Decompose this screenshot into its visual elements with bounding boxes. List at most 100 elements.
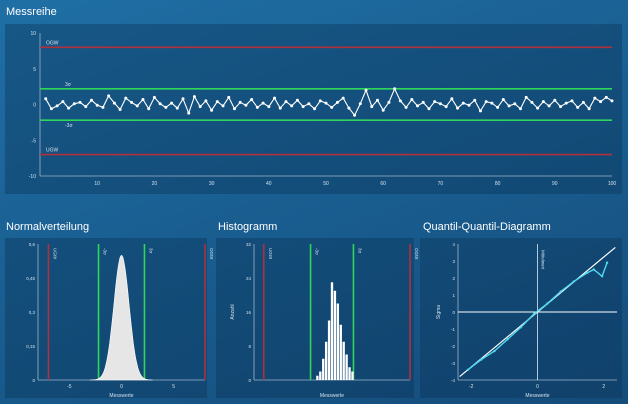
messreihe-data-point xyxy=(210,108,214,112)
messreihe-data-point xyxy=(72,102,76,106)
messreihe-data-point xyxy=(164,105,168,109)
reference-label: UGW xyxy=(268,248,273,260)
messreihe-data-point xyxy=(107,94,111,98)
hist-bar xyxy=(339,324,342,380)
messreihe-data-point xyxy=(433,100,437,104)
hist-y-tick-label: 16 xyxy=(246,310,252,315)
hist-y-axis-label: Anzahl xyxy=(230,304,236,319)
hist-bar xyxy=(336,303,340,380)
messreihe-data-point xyxy=(427,107,431,111)
messreihe-data-point xyxy=(101,105,105,109)
qq-y-tick-label: -2 xyxy=(451,344,455,349)
messreihe-data-point xyxy=(530,100,534,104)
messreihe-data-point xyxy=(353,113,357,117)
messreihe-data-point xyxy=(330,105,334,109)
messreihe-x-tick-label: 100 xyxy=(608,181,617,187)
messreihe-data-point xyxy=(192,95,196,99)
hist-y-tick-label: 0 xyxy=(248,378,251,383)
messreihe-data-point xyxy=(524,95,528,99)
messreihe-data-point xyxy=(89,98,93,102)
messreihe-data-point xyxy=(278,106,282,110)
messreihe-data-point xyxy=(501,97,505,101)
messreihe-data-point xyxy=(152,95,156,99)
messreihe-data-point xyxy=(358,102,362,106)
hist-bar xyxy=(351,371,354,380)
messreihe-data-point xyxy=(410,97,414,101)
reference-label: OGW xyxy=(209,248,214,260)
messreihe-data-point xyxy=(610,99,614,103)
messreihe-data-point xyxy=(67,106,71,110)
messreihe-series-line xyxy=(45,87,613,117)
qq-y-tick-label: 0 xyxy=(452,310,455,315)
reference-label: 3σ xyxy=(357,248,362,254)
messreihe-data-point xyxy=(238,100,242,104)
messreihe-data-point xyxy=(215,100,219,104)
messreihe-data-point xyxy=(393,87,397,91)
messreihe-data-point xyxy=(604,95,608,99)
messreihe-data-point xyxy=(273,96,277,100)
normal-x-tick-label: 5 xyxy=(172,384,175,390)
messreihe-data-point xyxy=(570,99,574,103)
normal-x-tick-label: -5 xyxy=(67,384,72,390)
messreihe-data-point xyxy=(364,88,368,92)
messreihe-data-point xyxy=(232,107,236,111)
qq-mean-label: Mittelwert xyxy=(541,250,546,270)
messreihe-data-point xyxy=(187,111,191,115)
messreihe-data-point xyxy=(581,100,585,104)
messreihe-x-tick-label: 90 xyxy=(552,181,558,187)
messreihe-data-point xyxy=(78,100,82,104)
messreihe-data-point xyxy=(559,105,563,109)
messreihe-data-point xyxy=(599,100,603,104)
messreihe-y-tick-label: -5 xyxy=(32,138,37,144)
messreihe-data-point xyxy=(118,108,122,112)
messreihe-data-point xyxy=(324,101,328,105)
messreihe-data-point xyxy=(181,97,185,101)
messreihe-data-point xyxy=(421,100,425,104)
hist-bar xyxy=(348,367,351,380)
messreihe-x-tick-label: 70 xyxy=(438,181,444,187)
messreihe-data-point xyxy=(593,96,597,100)
messreihe-data-point xyxy=(175,106,179,110)
qq-data-point xyxy=(506,338,509,341)
qq-data-point xyxy=(493,349,496,353)
messreihe-data-point xyxy=(170,101,174,105)
messreihe-reference-label: OGW xyxy=(46,40,59,46)
qq-data-point xyxy=(600,275,604,278)
normal-x-axis-label: Messwerte xyxy=(109,393,133,399)
messreihe-data-point xyxy=(404,105,408,109)
qq-data-point xyxy=(466,368,470,371)
messreihe-data-point xyxy=(198,105,202,109)
qq-y-tick-label: 2 xyxy=(452,276,455,281)
reference-label: OGW xyxy=(414,248,419,260)
qq-y-tick-label: 3 xyxy=(452,259,455,264)
messreihe-reference-label: 3σ xyxy=(65,82,72,88)
messreihe-data-point xyxy=(387,100,391,104)
messreihe-data-point xyxy=(467,103,471,107)
messreihe-y-tick-label: -10 xyxy=(29,174,36,180)
normal-y-tick-label: 0 xyxy=(32,378,35,383)
messreihe-data-point xyxy=(244,103,248,107)
messreihe-data-point xyxy=(444,105,448,109)
normal-y-tick-label: 0,45 xyxy=(26,276,35,281)
normalverteilung-title: Normalverteilung xyxy=(6,221,90,233)
normal-x-tick-label: 0 xyxy=(120,384,123,390)
messreihe-data-point xyxy=(541,100,545,104)
messreihe-data-point xyxy=(473,98,477,102)
messreihe-reference-label: -3σ xyxy=(65,123,73,129)
messreihe-data-point xyxy=(44,97,48,101)
qq-y-tick-label: -1 xyxy=(451,327,455,332)
qq-data-point xyxy=(585,271,589,275)
messreihe-data-point xyxy=(461,101,465,105)
messreihe-data-point xyxy=(490,101,494,105)
normal-curve-area xyxy=(90,254,153,381)
reference-label: -3σ xyxy=(315,248,320,255)
messreihe-reference-label: UGW xyxy=(46,148,59,154)
hist-bar xyxy=(316,375,319,380)
qq-title: Quantil-Quantil-Diagramm xyxy=(423,221,551,233)
messreihe-y-tick-label: 5 xyxy=(33,67,36,73)
qq-data-point xyxy=(592,268,596,271)
reference-label: 3σ xyxy=(148,248,153,254)
hist-bar xyxy=(319,371,322,380)
messreihe-data-point xyxy=(301,105,305,109)
